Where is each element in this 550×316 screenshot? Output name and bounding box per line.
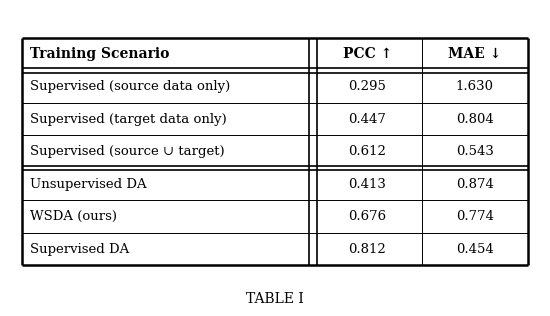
Text: 0.295: 0.295 bbox=[348, 80, 386, 93]
Text: Training Scenario: Training Scenario bbox=[30, 47, 169, 61]
Text: Supervised (source data only): Supervised (source data only) bbox=[30, 80, 230, 93]
Text: 1.630: 1.630 bbox=[456, 80, 494, 93]
Text: 0.774: 0.774 bbox=[456, 210, 494, 223]
Text: 0.612: 0.612 bbox=[348, 145, 386, 158]
Text: 0.676: 0.676 bbox=[348, 210, 387, 223]
Text: Supervised (target data only): Supervised (target data only) bbox=[30, 113, 227, 126]
Text: 0.804: 0.804 bbox=[456, 113, 494, 126]
Text: 0.454: 0.454 bbox=[456, 243, 494, 256]
Text: PCC ↑: PCC ↑ bbox=[343, 47, 392, 61]
Text: Unsupervised DA: Unsupervised DA bbox=[30, 178, 147, 191]
Text: 0.413: 0.413 bbox=[348, 178, 386, 191]
Text: 0.812: 0.812 bbox=[349, 243, 386, 256]
Text: 0.447: 0.447 bbox=[348, 113, 386, 126]
Text: WSDA (ours): WSDA (ours) bbox=[30, 210, 117, 223]
Text: 0.543: 0.543 bbox=[456, 145, 494, 158]
Text: Supervised DA: Supervised DA bbox=[30, 243, 129, 256]
Text: Supervised (source ∪ target): Supervised (source ∪ target) bbox=[30, 145, 225, 158]
Text: TABLE I: TABLE I bbox=[246, 292, 304, 306]
Text: MAE ↓: MAE ↓ bbox=[448, 47, 502, 61]
Text: 0.874: 0.874 bbox=[456, 178, 494, 191]
